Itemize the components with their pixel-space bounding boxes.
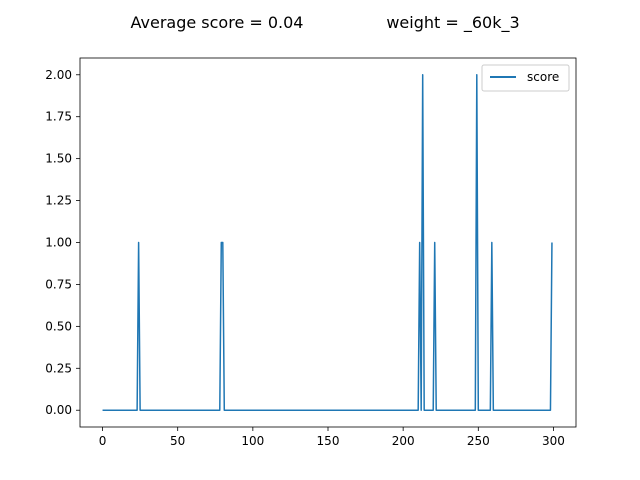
x-tick-label: 250: [467, 434, 490, 448]
legend: score: [481, 64, 570, 92]
y-tick-label: 1.00: [45, 236, 72, 250]
x-tick-label: 50: [170, 434, 185, 448]
y-tick-label: 0.75: [45, 277, 72, 291]
x-axis: 0 50 100 150 200 250 300: [99, 427, 565, 448]
x-tick-label: 150: [317, 434, 340, 448]
legend-label-score: score: [527, 70, 559, 84]
y-tick-label: 0.00: [45, 403, 72, 417]
y-axis: 0.00 0.25 0.50 0.75 1.00 1.25 1.50 1.75 2.00: [45, 68, 80, 417]
x-tick-label: 200: [392, 434, 415, 448]
y-tick-label: 0.25: [45, 361, 72, 375]
x-tick-label: 0: [99, 434, 107, 448]
y-tick-label: 0.50: [45, 319, 72, 333]
plot-area: [80, 58, 576, 427]
plot-frame: [79, 57, 577, 428]
y-tick-label: 2.00: [45, 68, 72, 82]
x-tick-label: 100: [241, 434, 264, 448]
y-tick-label: 1.25: [45, 194, 72, 208]
y-tick-label: 1.75: [45, 110, 72, 124]
series-line-score: [102, 74, 553, 411]
chart-title: Average score = 0.04: [131, 13, 304, 32]
x-tick-label: 300: [542, 434, 565, 448]
y-tick-label: 1.50: [45, 152, 72, 166]
series-layer: [102, 74, 553, 411]
legend-box: [481, 64, 570, 92]
chart-subtitle: weight = _60k_3: [386, 13, 519, 33]
